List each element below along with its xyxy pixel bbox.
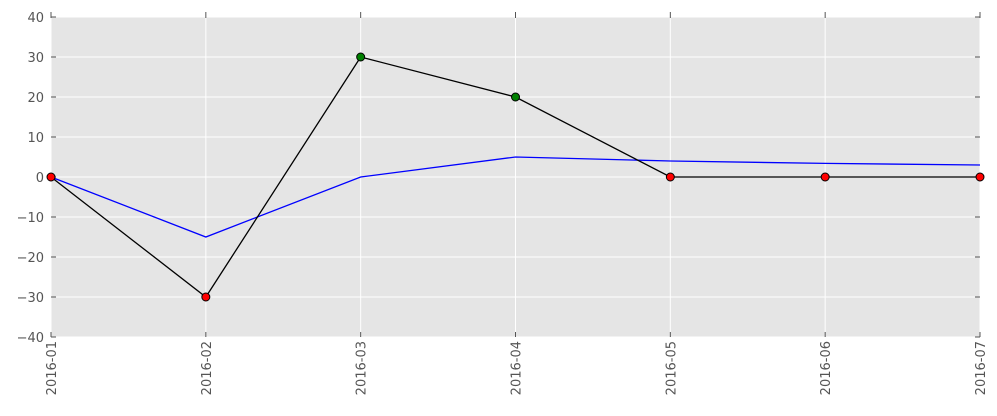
y-tick-label: 30 xyxy=(27,51,44,66)
x-tick-label: 2016-06 xyxy=(819,341,834,395)
data-point-marker xyxy=(356,52,366,62)
series-group xyxy=(46,52,985,302)
y-axis-tick-labels: −40 −30 −20 −10 0 10 20 30 40 xyxy=(17,11,44,346)
y-tick-label: −10 xyxy=(17,211,44,226)
data-point-marker xyxy=(511,92,520,102)
data-point-marker xyxy=(975,172,985,182)
x-tick-label: 2016-05 xyxy=(664,341,679,395)
y-tick-label: 20 xyxy=(27,91,44,106)
y-tick-label: −30 xyxy=(17,291,44,306)
x-tick-label: 2016-02 xyxy=(200,341,215,395)
data-point-marker xyxy=(46,172,56,182)
x-axis-tick-labels: 2016-01 2016-02 2016-03 2016-04 2016-05 2016-… xyxy=(45,341,989,395)
data-point-marker xyxy=(665,172,675,182)
data-point-marker xyxy=(820,172,830,182)
x-tick-label: 2016-04 xyxy=(510,341,525,395)
y-tick-label: 0 xyxy=(36,171,44,186)
y-tick-label: 40 xyxy=(27,11,44,26)
x-tick-label: 2016-07 xyxy=(974,341,989,395)
y-tick-label: −40 xyxy=(17,331,44,346)
x-tick-label: 2016-01 xyxy=(45,341,60,395)
y-tick-label: 10 xyxy=(27,131,44,146)
data-point-marker xyxy=(201,292,211,302)
x-tick-label: 2016-03 xyxy=(355,341,370,395)
y-tick-label: −20 xyxy=(17,251,44,266)
series-line-1 xyxy=(50,156,981,238)
